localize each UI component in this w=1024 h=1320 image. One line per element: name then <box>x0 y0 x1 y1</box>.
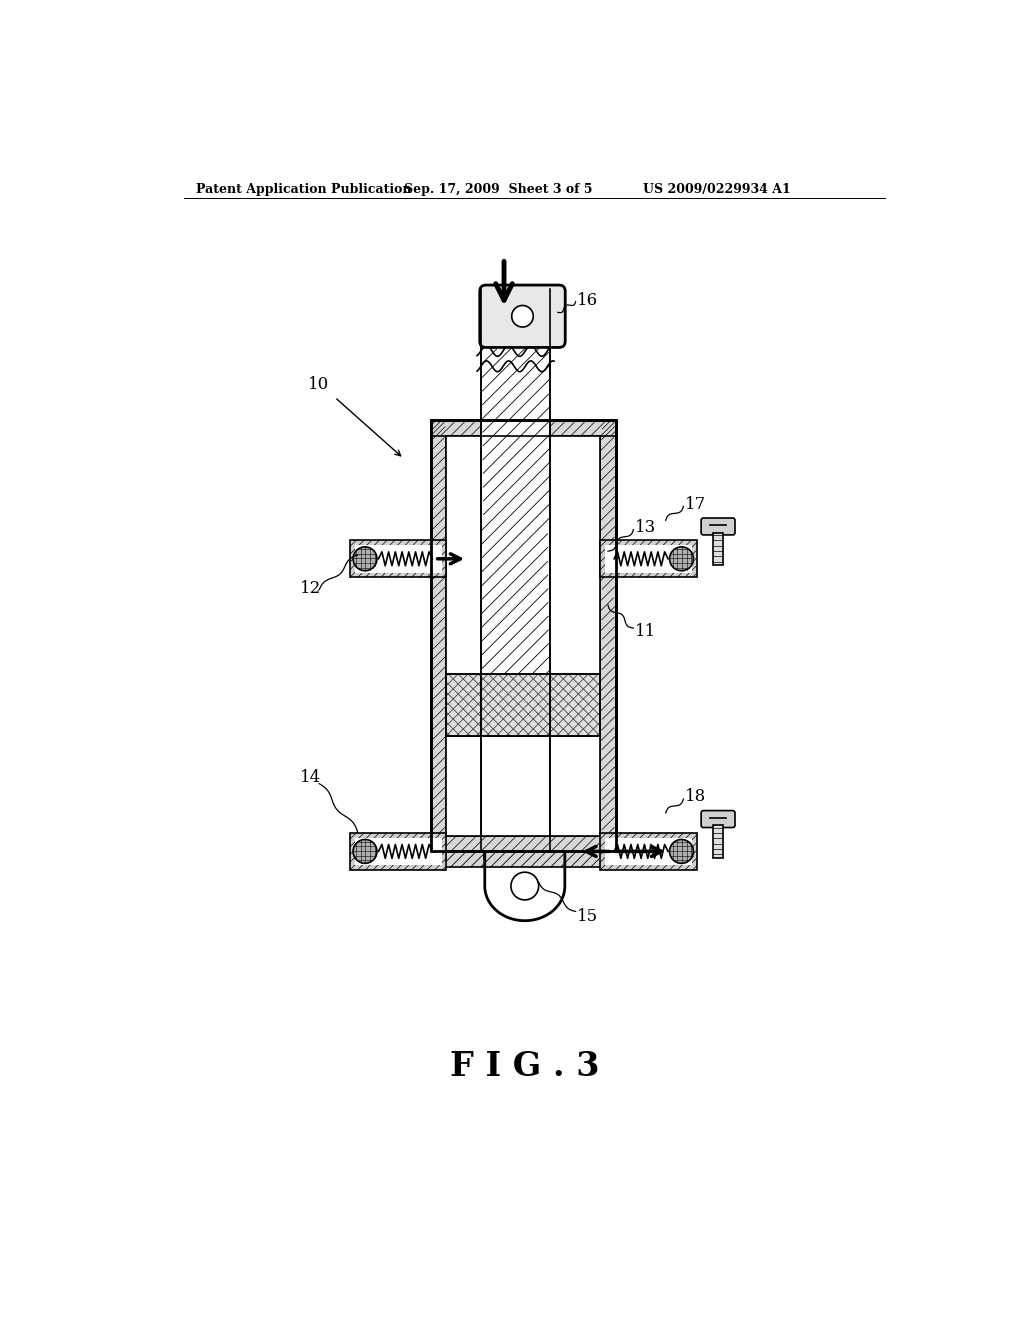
Text: 12: 12 <box>300 581 322 598</box>
Text: 14: 14 <box>300 770 322 787</box>
Circle shape <box>670 840 693 863</box>
Bar <box>431 420 615 851</box>
FancyBboxPatch shape <box>701 810 735 828</box>
Text: 13: 13 <box>635 519 656 536</box>
FancyBboxPatch shape <box>701 517 735 535</box>
Text: F I G . 3: F I G . 3 <box>451 1051 599 1084</box>
Bar <box>481 289 550 836</box>
Bar <box>431 420 615 436</box>
Bar <box>446 436 600 836</box>
Bar <box>350 540 446 577</box>
Bar <box>605 838 692 866</box>
Circle shape <box>353 840 377 863</box>
Circle shape <box>511 873 539 900</box>
Bar <box>431 420 615 851</box>
Bar <box>446 436 600 836</box>
Circle shape <box>512 305 534 327</box>
Bar <box>600 540 696 577</box>
Bar <box>350 833 446 870</box>
Text: 10: 10 <box>307 376 329 393</box>
Text: 16: 16 <box>578 292 598 309</box>
Text: 18: 18 <box>685 788 707 805</box>
Text: US 2009/0229934 A1: US 2009/0229934 A1 <box>643 183 791 197</box>
Bar <box>600 833 696 870</box>
Text: Sep. 17, 2009  Sheet 3 of 5: Sep. 17, 2009 Sheet 3 of 5 <box>403 183 593 197</box>
Bar <box>605 545 692 573</box>
Bar <box>713 532 724 565</box>
Bar <box>600 420 615 851</box>
Circle shape <box>670 546 693 570</box>
Text: 11: 11 <box>635 623 656 640</box>
Text: 15: 15 <box>578 908 598 925</box>
Bar <box>431 851 615 867</box>
Bar <box>431 420 446 851</box>
FancyBboxPatch shape <box>480 285 565 347</box>
Text: Patent Application Publication: Patent Application Publication <box>196 183 412 197</box>
Bar <box>354 838 441 866</box>
Bar <box>354 545 441 573</box>
Bar <box>713 825 724 858</box>
Text: 17: 17 <box>685 496 707 512</box>
Circle shape <box>353 546 377 570</box>
Bar <box>446 675 600 737</box>
Bar <box>431 836 615 851</box>
Bar <box>446 737 600 836</box>
